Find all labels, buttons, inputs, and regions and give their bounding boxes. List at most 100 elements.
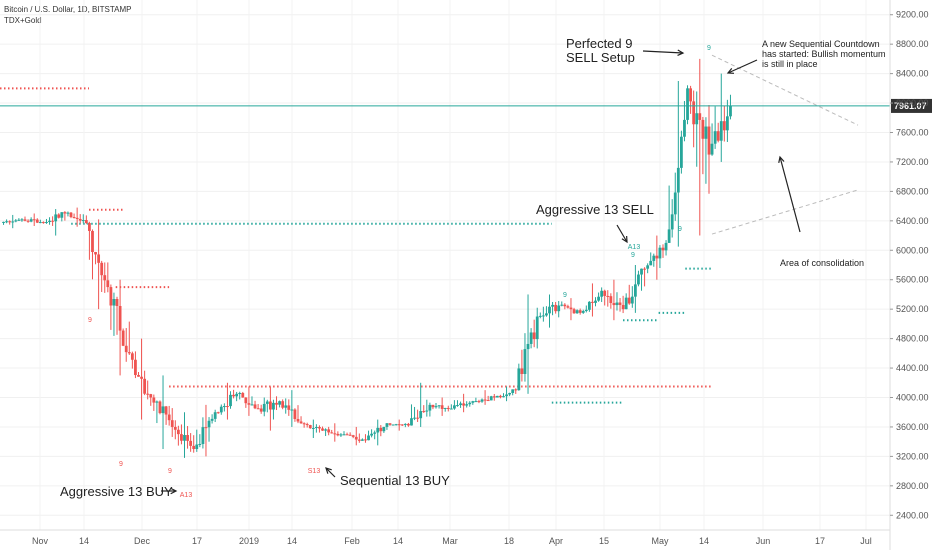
- candle-body: [173, 426, 177, 430]
- candle-body: [489, 396, 493, 401]
- arrow-sequential-buy: [325, 467, 336, 478]
- candle-body: [290, 409, 294, 411]
- x-tick-label: 14: [287, 536, 297, 546]
- candle-body: [707, 126, 711, 155]
- y-tick-label: 6800.00: [896, 186, 929, 196]
- x-tick-label: Nov: [32, 536, 49, 546]
- candle-body: [265, 401, 269, 404]
- candle-body: [210, 418, 214, 421]
- candle-body: [152, 397, 156, 403]
- candle-body: [597, 296, 600, 301]
- candle-body: [91, 230, 94, 253]
- candle-body: [695, 113, 699, 125]
- candle-body: [88, 223, 91, 231]
- candle-body: [502, 396, 505, 398]
- candle-body: [719, 121, 723, 141]
- y-tick-label: 6000.00: [896, 245, 929, 255]
- candle-body: [63, 212, 67, 214]
- candle-body: [548, 306, 551, 314]
- candle-body: [311, 427, 315, 429]
- candle-body: [541, 315, 545, 317]
- candle-body: [143, 378, 147, 394]
- candle-body: [446, 407, 450, 410]
- candle-body: [140, 376, 143, 379]
- candle-body: [45, 222, 48, 224]
- candle-body: [75, 217, 79, 219]
- candle-body: [692, 101, 696, 125]
- candle-body: [278, 401, 281, 405]
- candle-body: [449, 408, 453, 410]
- candle-body: [109, 287, 113, 306]
- candle-body: [569, 307, 573, 310]
- candle-body: [293, 409, 297, 420]
- candle-body: [204, 427, 208, 429]
- candle-body: [624, 297, 628, 310]
- candle-body: [594, 300, 597, 303]
- grid: [0, 0, 890, 530]
- y-tick-label: 2400.00: [896, 510, 929, 520]
- x-tick-label: Mar: [442, 536, 458, 546]
- candle-body: [262, 403, 266, 412]
- candle-body: [400, 424, 404, 426]
- y-tick-label: 9200.00: [896, 10, 929, 20]
- candle-body: [14, 220, 18, 222]
- candle-body: [545, 313, 548, 316]
- arrow-perfected-9-head: [677, 49, 685, 57]
- candle-body: [456, 405, 459, 407]
- candle-body: [462, 403, 466, 406]
- y-tick-label: 5600.00: [896, 275, 929, 285]
- candle-body: [640, 268, 643, 275]
- candle-body: [229, 394, 232, 407]
- candle-body: [198, 443, 202, 445]
- candle-body: [351, 435, 355, 437]
- x-tick-label: Jun: [756, 536, 771, 546]
- candle-body: [336, 433, 340, 436]
- candle-body: [673, 192, 677, 215]
- candle-body: [244, 397, 248, 404]
- candle-body: [127, 352, 131, 354]
- last-price-label: 7961.07: [894, 101, 927, 111]
- candle-body: [275, 402, 278, 405]
- candle-body: [370, 433, 374, 436]
- y-tick-label: 2800.00: [896, 481, 929, 491]
- candle-body: [94, 252, 97, 255]
- indicator-label: TDX+Gold: [4, 16, 42, 25]
- candle-body: [155, 401, 159, 403]
- trendlines: [711, 54, 859, 235]
- candle-body: [443, 407, 447, 409]
- level-lines: [0, 87, 712, 404]
- candle-body: [379, 427, 383, 432]
- candle-body: [388, 423, 392, 425]
- symbol-line: Bitcoin / U.S. Dollar, 1D, BITSTAMP: [4, 5, 132, 14]
- setup-marker: 9: [563, 292, 567, 299]
- candle-body: [670, 214, 674, 230]
- candle-body: [587, 301, 591, 310]
- candle-body: [499, 395, 502, 398]
- candle-body: [253, 404, 257, 409]
- candle-body: [287, 405, 291, 410]
- candle-body: [195, 444, 199, 450]
- candle-body: [618, 302, 622, 305]
- candle-body: [649, 260, 653, 266]
- candle-body: [345, 434, 349, 436]
- x-tick-label: 18: [504, 536, 514, 546]
- candle-body: [413, 417, 416, 419]
- annotation-text: is still in place: [762, 59, 818, 69]
- y-tick-label: 7600.00: [896, 128, 929, 138]
- candle-body: [268, 401, 272, 410]
- candle-body: [581, 311, 585, 313]
- candle-body: [630, 296, 634, 304]
- x-tick-label: 17: [815, 536, 825, 546]
- candle-body: [600, 290, 604, 297]
- candle-body: [112, 298, 116, 306]
- candle-body: [704, 126, 708, 139]
- candle-body: [38, 222, 42, 224]
- last-price: 7961.07: [0, 98, 932, 113]
- candle-body: [158, 401, 162, 414]
- candle-body: [354, 436, 358, 440]
- x-axis: Nov 14 Dec 17 2019 14 Feb 14 Mar 18 Apr 15 May 14 Jun 1…: [0, 529, 890, 546]
- candle-body: [661, 247, 665, 251]
- candle-body: [431, 404, 435, 408]
- x-tick-label: Feb: [344, 536, 360, 546]
